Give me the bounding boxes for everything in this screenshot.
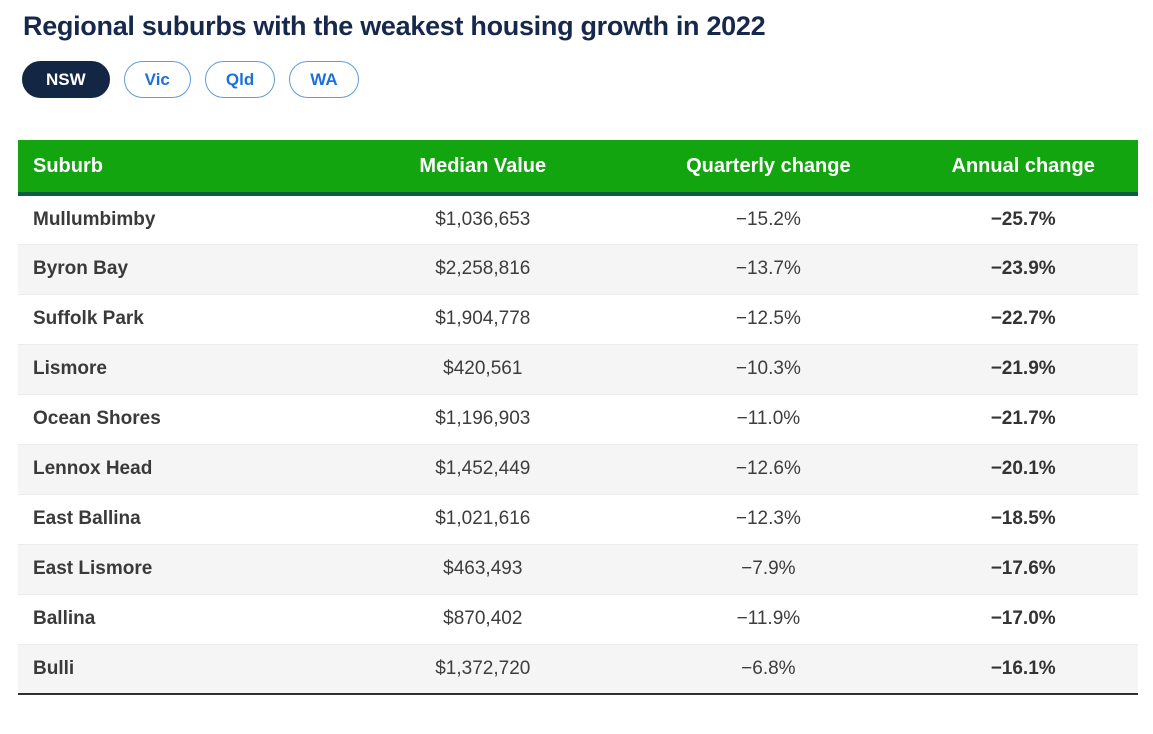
tab-vic[interactable]: Vic: [123, 61, 191, 99]
cell-suburb: Ocean Shores: [18, 393, 338, 445]
cell-median: $870,402: [337, 593, 629, 645]
cell-quarter: −12.6%: [628, 443, 909, 495]
cell-annual: −20.1%: [908, 443, 1138, 495]
cell-suburb: Ballina: [18, 593, 338, 645]
cell-median: $1,021,616: [337, 493, 629, 545]
cell-median: $1,372,720: [337, 643, 629, 696]
cell-annual: −25.7%: [990, 208, 1056, 230]
housing-table: Suburb Median Value Quarterly change Ann…: [18, 140, 1138, 696]
cell-quarter: −15.2%: [735, 208, 801, 230]
table-row: Lismore $420,561 −10.3% −21.9%: [18, 343, 1138, 395]
cell-quarter: −12.5%: [628, 293, 909, 345]
housing-growth-widget: Regional suburbs with the weakest housin…: [0, 11, 1153, 696]
cell-annual: −17.0%: [908, 593, 1138, 645]
cell-median: $1,452,449: [337, 443, 629, 495]
cell-annual: −21.9%: [908, 343, 1138, 395]
cell-annual: −22.7%: [908, 293, 1138, 345]
table-header-row: Suburb Median Value Quarterly change Ann…: [18, 140, 1138, 197]
cell-quarter: −12.3%: [628, 493, 909, 545]
page-title: Regional suburbs with the weakest housin…: [23, 11, 766, 41]
cell-median: $1,036,653: [435, 208, 531, 230]
table-row: Lennox Head $1,452,449 −12.6% −20.1%: [18, 443, 1138, 495]
cell-suburb: Bulli: [18, 643, 338, 696]
table-row: Byron Bay $2,258,816 −13.7% −23.9%: [18, 243, 1138, 295]
cell-suburb: Lismore: [18, 343, 338, 395]
cell-annual: −23.9%: [908, 243, 1138, 295]
cell-quarter: −13.7%: [628, 243, 909, 295]
table-row: Ocean Shores $1,196,903 −11.0% −21.7%: [18, 393, 1138, 445]
cell-annual: −17.6%: [908, 543, 1138, 595]
column-header-suburb: Suburb: [18, 140, 338, 197]
tab-wa[interactable]: WA: [289, 61, 359, 99]
cell-suburb: East Lismore: [18, 543, 338, 595]
table-row: Ballina $870,402 −11.9% −17.0%: [18, 593, 1138, 645]
cell-median: $1,904,778: [337, 293, 629, 345]
tab-nsw[interactable]: NSW: [22, 61, 110, 99]
cell-quarter: −6.8%: [628, 643, 909, 696]
cell-annual: −18.5%: [908, 493, 1138, 545]
cell-quarter: −10.3%: [628, 343, 909, 395]
state-tabs: NSW Vic Qld WA: [22, 61, 1138, 99]
cell-median: $463,493: [337, 543, 629, 595]
cell-quarter: −7.9%: [628, 543, 909, 595]
cell-suburb: Suffolk Park: [18, 293, 338, 345]
table-header: Suburb Median Value Quarterly change Ann…: [18, 140, 1138, 197]
cell-suburb: Lennox Head: [18, 443, 338, 495]
column-header-quarterly-change: Quarterly change: [628, 140, 909, 197]
cell-annual: −16.1%: [908, 643, 1138, 696]
column-header-median-value: Median Value: [337, 140, 629, 197]
table-row: East Lismore $463,493 −7.9% −17.6%: [18, 543, 1138, 595]
cell-suburb: Byron Bay: [18, 243, 338, 295]
cell-median: $1,196,903: [337, 393, 629, 445]
cell-quarter: −11.9%: [628, 593, 909, 645]
cell-quarter: −11.0%: [628, 393, 909, 445]
table-row: Mullumbimby $1,036,653 −15.2% −25.7%: [18, 194, 1138, 244]
cell-suburb: East Ballina: [18, 493, 338, 545]
cell-median: $2,258,816: [337, 243, 629, 295]
table-row: Suffolk Park $1,904,778 −12.5% −22.7%: [18, 293, 1138, 345]
cell-suburb: Mullumbimby: [33, 208, 156, 230]
cell-annual: −21.7%: [908, 393, 1138, 445]
column-header-annual-change: Annual change: [908, 140, 1138, 197]
tab-qld[interactable]: Qld: [204, 61, 276, 99]
table-row: Bulli $1,372,720 −6.8% −16.1%: [18, 643, 1138, 696]
table-body: Mullumbimby $1,036,653 −15.2% −25.7% Byron B…: [18, 194, 1138, 696]
table-row: East Ballina $1,021,616 −12.3% −18.5%: [18, 493, 1138, 545]
cell-median: $420,561: [337, 343, 629, 395]
